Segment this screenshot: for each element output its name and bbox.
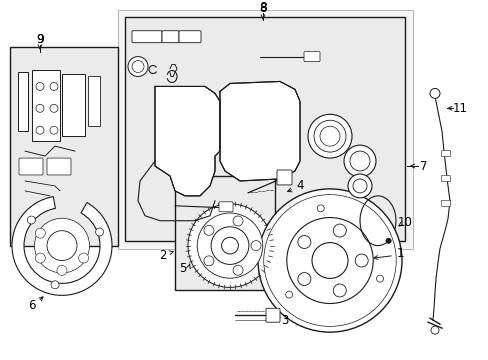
Circle shape — [233, 216, 243, 226]
Circle shape — [311, 243, 347, 278]
Polygon shape — [220, 81, 299, 181]
Circle shape — [286, 217, 372, 303]
FancyBboxPatch shape — [441, 200, 449, 206]
Circle shape — [221, 237, 238, 254]
Polygon shape — [18, 72, 28, 131]
Circle shape — [347, 174, 371, 198]
Circle shape — [211, 227, 248, 264]
Circle shape — [354, 254, 367, 267]
Circle shape — [36, 104, 44, 112]
FancyBboxPatch shape — [132, 31, 162, 43]
Polygon shape — [32, 69, 60, 141]
Circle shape — [349, 151, 369, 171]
Circle shape — [36, 126, 44, 134]
Polygon shape — [62, 73, 85, 136]
Circle shape — [57, 265, 67, 275]
FancyBboxPatch shape — [441, 175, 449, 181]
Circle shape — [250, 240, 261, 251]
Text: 11: 11 — [451, 102, 467, 115]
Circle shape — [51, 281, 59, 289]
Circle shape — [95, 228, 103, 236]
Polygon shape — [155, 86, 220, 196]
Circle shape — [47, 231, 77, 261]
Circle shape — [385, 238, 391, 244]
Circle shape — [27, 216, 35, 224]
Circle shape — [313, 120, 346, 152]
Circle shape — [333, 224, 346, 237]
Bar — [175, 176, 274, 291]
Circle shape — [429, 89, 439, 98]
Circle shape — [319, 126, 339, 146]
Circle shape — [35, 253, 45, 263]
FancyBboxPatch shape — [219, 202, 232, 212]
Text: 1: 1 — [395, 247, 403, 260]
Text: 2: 2 — [159, 249, 166, 262]
FancyBboxPatch shape — [47, 158, 71, 175]
Circle shape — [258, 189, 401, 332]
Circle shape — [50, 104, 58, 112]
Text: 3: 3 — [281, 314, 288, 327]
Circle shape — [233, 265, 243, 275]
Text: 8: 8 — [259, 1, 266, 14]
Circle shape — [203, 256, 213, 266]
Text: 10: 10 — [397, 216, 411, 229]
Wedge shape — [12, 197, 112, 295]
Text: 7: 7 — [419, 159, 427, 172]
Circle shape — [343, 145, 375, 177]
Circle shape — [376, 275, 383, 282]
Text: 6: 6 — [28, 299, 36, 312]
Circle shape — [36, 82, 44, 90]
Bar — [118, 10, 412, 249]
Circle shape — [285, 291, 292, 298]
Circle shape — [50, 82, 58, 90]
FancyBboxPatch shape — [276, 170, 291, 185]
Circle shape — [333, 284, 346, 297]
Circle shape — [132, 60, 143, 72]
FancyBboxPatch shape — [19, 158, 43, 175]
Circle shape — [430, 326, 438, 334]
Bar — [125, 17, 404, 240]
FancyBboxPatch shape — [265, 308, 280, 322]
Circle shape — [79, 253, 88, 263]
Circle shape — [297, 235, 310, 248]
FancyBboxPatch shape — [162, 31, 179, 43]
Bar — [10, 47, 118, 246]
Circle shape — [263, 195, 395, 327]
Polygon shape — [88, 76, 100, 126]
Text: 4: 4 — [296, 179, 303, 192]
Circle shape — [35, 218, 89, 273]
Circle shape — [187, 204, 271, 287]
Circle shape — [307, 114, 351, 158]
Text: 5: 5 — [179, 262, 186, 275]
Circle shape — [35, 228, 45, 238]
Text: 9: 9 — [36, 33, 44, 46]
FancyBboxPatch shape — [304, 51, 319, 62]
Circle shape — [197, 213, 262, 278]
FancyBboxPatch shape — [179, 31, 201, 43]
Circle shape — [317, 205, 324, 212]
FancyBboxPatch shape — [441, 150, 449, 157]
Circle shape — [297, 273, 310, 285]
Circle shape — [50, 126, 58, 134]
Circle shape — [128, 57, 148, 76]
Text: 8: 8 — [259, 3, 266, 15]
Text: 9: 9 — [36, 33, 43, 46]
Circle shape — [352, 179, 366, 193]
Circle shape — [203, 225, 213, 235]
